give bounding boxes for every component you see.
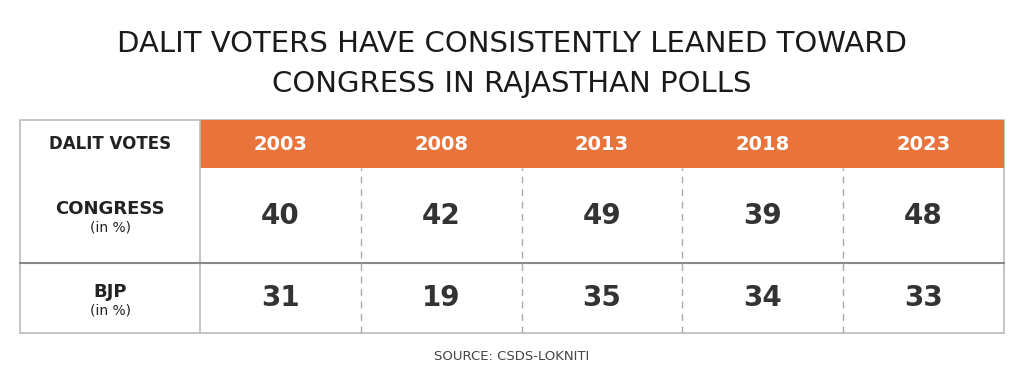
Text: 39: 39 [743,201,782,229]
Text: DALIT VOTES: DALIT VOTES [49,135,171,153]
Text: 2008: 2008 [414,135,468,153]
Text: 2023: 2023 [897,135,950,153]
Bar [20,120,1004,333]
Text: CONGRESS: CONGRESS [55,201,165,219]
Text: 2003: 2003 [254,135,307,153]
Text: 33: 33 [904,284,943,312]
Text: 42: 42 [422,201,461,229]
Text: 19: 19 [422,284,461,312]
Text: 35: 35 [583,284,622,312]
Text: 31: 31 [261,284,300,312]
Bar [200,120,1004,168]
Text: (in %): (in %) [89,220,130,234]
Text: 49: 49 [583,201,622,229]
Text: (in %): (in %) [89,303,130,317]
Text: 40: 40 [261,201,300,229]
Text: SOURCE: CSDS-LOKNITI: SOURCE: CSDS-LOKNITI [434,350,590,363]
Text: 48: 48 [904,201,943,229]
Text: 34: 34 [743,284,782,312]
Text: CONGRESS IN RAJASTHAN POLLS: CONGRESS IN RAJASTHAN POLLS [272,70,752,98]
Text: 2013: 2013 [574,135,629,153]
Text: 2018: 2018 [735,135,790,153]
Text: DALIT VOTERS HAVE CONSISTENTLY LEANED TOWARD: DALIT VOTERS HAVE CONSISTENTLY LEANED TO… [117,30,907,58]
Text: BJP: BJP [93,283,127,301]
